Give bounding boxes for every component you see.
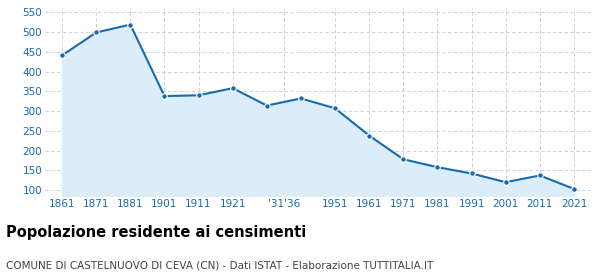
Point [160,94,169,98]
Point [125,22,135,27]
Point [398,157,408,162]
Point [364,133,374,138]
Point [91,30,101,35]
Point [57,53,67,58]
Point [569,187,579,191]
Point [262,103,272,108]
Point [228,86,238,90]
Point [296,96,306,101]
Text: Popolazione residente ai censimenti: Popolazione residente ai censimenti [6,225,306,240]
Point [330,106,340,111]
Point [194,93,203,97]
Text: COMUNE DI CASTELNUOVO DI CEVA (CN) - Dati ISTAT - Elaborazione TUTTITALIA.IT: COMUNE DI CASTELNUOVO DI CEVA (CN) - Dat… [6,261,433,271]
Point [535,173,545,178]
Point [433,165,442,169]
Point [501,180,511,185]
Point [467,171,476,176]
